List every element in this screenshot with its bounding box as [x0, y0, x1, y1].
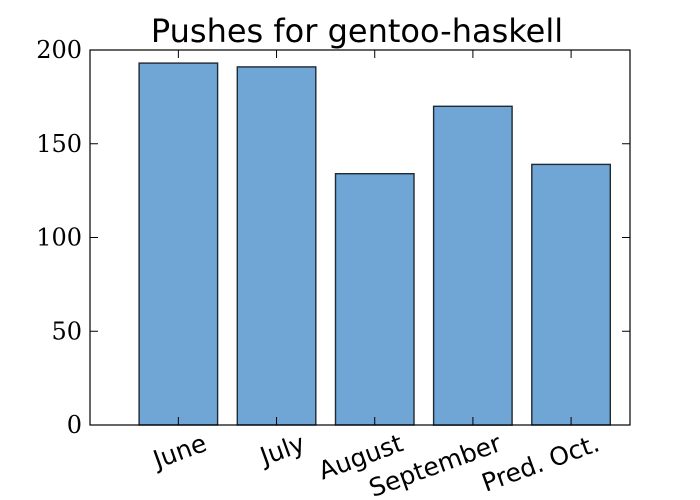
y-axis: 0 50 100 150 200 [36, 36, 630, 439]
bar-june [138, 62, 219, 426]
bar-july [236, 66, 317, 426]
bar-august [334, 172, 415, 426]
bar-september [432, 105, 513, 426]
bar-pred-oct [531, 163, 611, 426]
ytick-label-50: 50 [51, 317, 82, 345]
ytick-label-200: 200 [36, 36, 82, 64]
xtick-label-july: July [255, 428, 309, 471]
ytick-label-150: 150 [36, 130, 82, 158]
ytick-label-0: 0 [67, 411, 82, 439]
chart-title: Pushes for gentoo-haskell [151, 12, 563, 50]
xtick-label-june: June [147, 428, 210, 475]
ytick-label-100: 100 [36, 224, 82, 252]
bars-group [138, 62, 611, 426]
